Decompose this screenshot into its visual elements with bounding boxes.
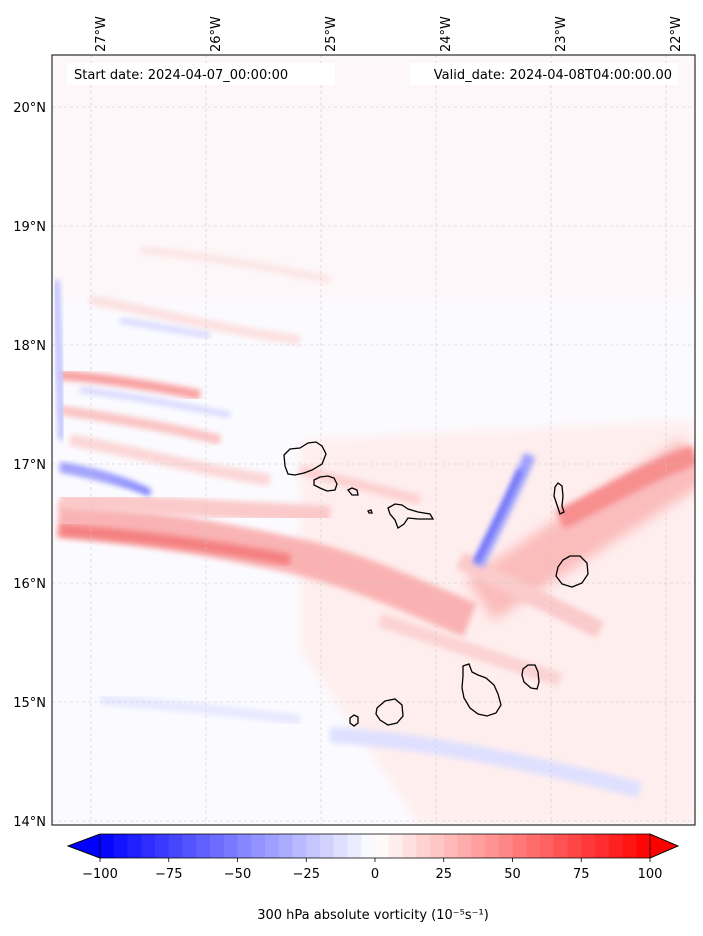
colorbar-segment <box>306 834 321 858</box>
colorbar-segment <box>512 834 527 858</box>
colorbar-tick-label: −50 <box>224 867 251 882</box>
island-sal <box>553 482 565 515</box>
map-panel: Start date: 2024-04-07_00:00:00 Valid_da… <box>51 54 696 826</box>
colorbar-segment <box>526 834 541 858</box>
colorbar-tick-label: 100 <box>638 867 663 882</box>
lon-label-24w: 24°W <box>439 16 454 52</box>
colorbar-tick-label: −25 <box>293 867 320 882</box>
colorbar-segment <box>636 834 651 858</box>
colorbar-segment <box>567 834 582 858</box>
colorbar-segment <box>320 834 335 858</box>
start-date-box <box>67 63 335 85</box>
colorbar-segment <box>113 834 128 858</box>
colorbar-segment <box>622 834 637 858</box>
island-santo-antao <box>283 441 327 476</box>
lon-label-23w: 23°W <box>554 16 569 52</box>
colorbar-extend-low <box>66 833 101 859</box>
lon-label-26w: 26°W <box>209 16 224 52</box>
colorbar-segment <box>581 834 596 858</box>
colorbar-segment <box>608 834 623 858</box>
lon-label-25w: 25°W <box>324 16 339 52</box>
map-frame <box>51 54 696 826</box>
gridlines <box>52 55 695 825</box>
colorbar-segment <box>361 834 376 858</box>
colorbar-ticks: −100 −75 −50 −25 0 25 50 75 100 <box>82 858 662 882</box>
island-sao-vicente <box>313 475 338 492</box>
colorbar-segment <box>127 834 142 858</box>
lat-label-14n: 14°N <box>13 815 46 830</box>
colorbar-segment <box>237 834 252 858</box>
colorbar-segments <box>100 834 651 858</box>
start-date-text: Start date: 2024-04-07_00:00:00 <box>74 68 288 83</box>
colorbar-segment <box>595 834 610 858</box>
lat-label-19n: 19°N <box>13 220 46 235</box>
island-santiago <box>461 663 502 717</box>
colorbar-segment <box>100 834 115 858</box>
latitude-labels: 20°N 19°N 18°N 17°N 16°N 15°N 14°N <box>13 101 46 830</box>
colorbar-segment <box>182 834 197 858</box>
colorbar-segment <box>265 834 280 858</box>
colorbar-segment <box>457 834 472 858</box>
lat-label-17n: 17°N <box>13 458 46 473</box>
colorbar-segment <box>540 834 555 858</box>
colorbar-segment <box>553 834 568 858</box>
island-sao-nicolau <box>387 503 435 529</box>
colorbar-segment <box>485 834 500 858</box>
colorbar-segment <box>155 834 170 858</box>
valid-date-text: Valid_date: 2024-04-08T04:00:00.00 <box>434 68 672 83</box>
colorbar-segment <box>443 834 458 858</box>
colorbar-segment <box>210 834 225 858</box>
colorbar-segment <box>196 834 211 858</box>
colorbar-tick-label: 25 <box>435 867 452 882</box>
lat-label-20n: 20°N <box>13 101 46 116</box>
island-boa-vista <box>555 555 589 588</box>
colorbar-segment <box>402 834 417 858</box>
colorbar-segment <box>347 834 362 858</box>
island-santa-luzia <box>346 487 359 496</box>
colorbar-segment <box>416 834 431 858</box>
colorbar-segment <box>251 834 266 858</box>
colorbar-segment <box>223 834 238 858</box>
colorbar-extend-high <box>649 833 680 859</box>
colorbar-segment <box>388 834 403 858</box>
vorticity-field <box>52 55 695 825</box>
colorbar-segment <box>292 834 307 858</box>
colorbar-tick-label: −100 <box>82 867 118 882</box>
colorbar-tick-label: 50 <box>504 867 521 882</box>
lat-label-18n: 18°N <box>13 339 46 354</box>
lat-label-15n: 15°N <box>13 696 46 711</box>
colorbar-segment <box>375 834 390 858</box>
island-branco <box>367 509 373 514</box>
colorbar-segment <box>498 834 513 858</box>
longitude-labels: 27°W 26°W 25°W 24°W 23°W 22°W <box>94 16 684 52</box>
valid-date-box <box>410 63 678 85</box>
colorbar-segment <box>278 834 293 858</box>
lon-label-27w: 27°W <box>94 16 109 52</box>
colorbar-segment <box>430 834 445 858</box>
lat-label-16n: 16°N <box>13 577 46 592</box>
colorbar-label: 300 hPa absolute vorticity (10⁻⁵s⁻¹) <box>257 908 489 923</box>
colorbar-segment <box>141 834 156 858</box>
colorbar-tick-label: 0 <box>371 867 379 882</box>
island-brava <box>349 714 359 727</box>
colorbar-segment <box>168 834 183 858</box>
colorbar-tick-label: −75 <box>155 867 182 882</box>
colorbar-tick-label: 75 <box>573 867 590 882</box>
lon-label-22w: 22°W <box>669 16 684 52</box>
colorbar: −100 −75 −50 −25 0 25 50 75 100 300 hPa absolute… <box>66 833 680 923</box>
colorbar-segment <box>471 834 486 858</box>
coastlines <box>283 441 589 727</box>
island-maio <box>521 664 540 690</box>
colorbar-segment <box>333 834 348 858</box>
island-fogo <box>375 698 404 726</box>
